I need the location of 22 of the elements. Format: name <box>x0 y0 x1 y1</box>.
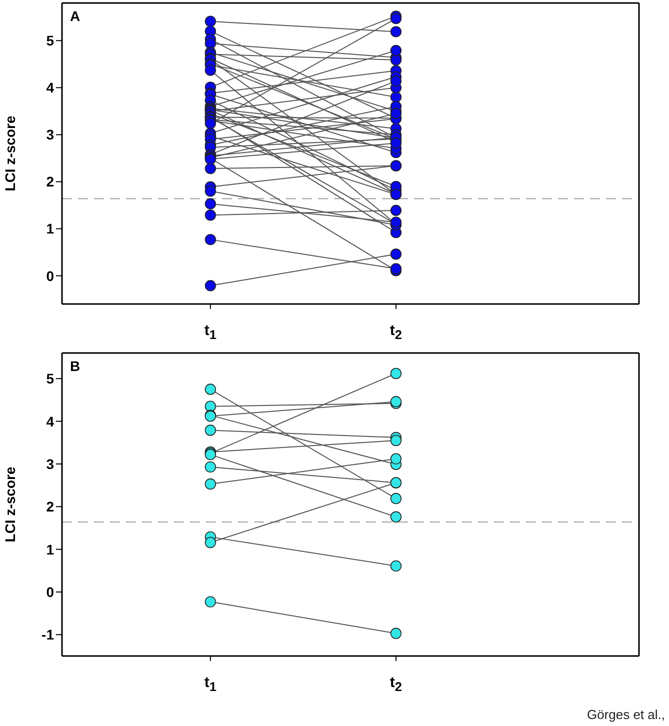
y-tick-label: -1 <box>42 626 54 643</box>
y-tick-label: 5 <box>46 370 54 387</box>
y-axis-title: LCI z-score <box>2 116 18 192</box>
y-tick-label: 2 <box>46 174 54 190</box>
text: Görges et al., <box>586 707 665 722</box>
x-tick-label: t$_{1}$ <box>204 322 216 342</box>
y-axis-title: LCI z-score <box>2 466 18 542</box>
chart-title: A <box>70 8 80 24</box>
y-tick-label: 1 <box>46 220 54 237</box>
y-tick-label: 1 <box>46 541 54 558</box>
x-tick-label: t$_{2}$ <box>390 674 402 694</box>
y-tick-label: 4 <box>46 80 54 96</box>
y-tick-label: 4 <box>46 413 54 430</box>
x-tick-label: t$_{1}$ <box>204 674 216 694</box>
y-tick-label: 5 <box>46 32 54 49</box>
y-tick-label: 0 <box>46 584 54 600</box>
chart-title: B <box>70 358 80 374</box>
x-tick-label: t$_{2}$ <box>390 322 402 342</box>
y-tick-label: 3 <box>46 456 54 472</box>
y-tick-label: 2 <box>46 498 54 515</box>
y-tick-label: 0 <box>46 268 54 284</box>
y-tick-label: 3 <box>46 126 54 143</box>
